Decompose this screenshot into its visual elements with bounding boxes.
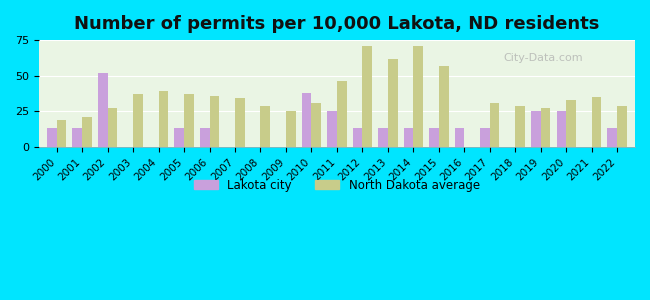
Bar <box>327 111 337 147</box>
Bar <box>388 58 398 147</box>
Bar <box>286 111 296 147</box>
Bar <box>490 103 499 147</box>
Bar <box>454 128 464 147</box>
Bar <box>261 106 270 147</box>
Bar <box>363 46 372 147</box>
Bar <box>531 111 541 147</box>
Bar <box>184 94 194 147</box>
Bar <box>337 81 346 147</box>
Bar <box>592 97 601 147</box>
Bar <box>311 103 321 147</box>
Bar <box>429 128 439 147</box>
Bar <box>480 128 490 147</box>
Bar <box>556 111 566 147</box>
Bar <box>159 91 168 147</box>
Bar <box>515 106 525 147</box>
Legend: Lakota city, North Dakota average: Lakota city, North Dakota average <box>189 174 484 196</box>
Bar <box>353 128 363 147</box>
Bar <box>404 128 413 147</box>
Bar <box>302 93 311 147</box>
Bar <box>200 128 209 147</box>
Bar <box>108 108 117 147</box>
Bar <box>439 66 448 147</box>
Bar <box>57 120 66 147</box>
Bar <box>235 98 244 147</box>
Bar <box>541 108 551 147</box>
Bar <box>566 100 576 147</box>
Text: City-Data.com: City-Data.com <box>504 53 584 63</box>
Bar <box>174 128 184 147</box>
Bar <box>82 117 92 147</box>
Bar <box>617 106 627 147</box>
Bar <box>47 128 57 147</box>
Bar <box>378 128 388 147</box>
Bar <box>73 128 82 147</box>
Bar <box>133 94 143 147</box>
Bar <box>608 128 617 147</box>
Bar <box>413 46 423 147</box>
Bar <box>98 73 108 147</box>
Title: Number of permits per 10,000 Lakota, ND residents: Number of permits per 10,000 Lakota, ND … <box>74 15 599 33</box>
Bar <box>209 96 219 147</box>
